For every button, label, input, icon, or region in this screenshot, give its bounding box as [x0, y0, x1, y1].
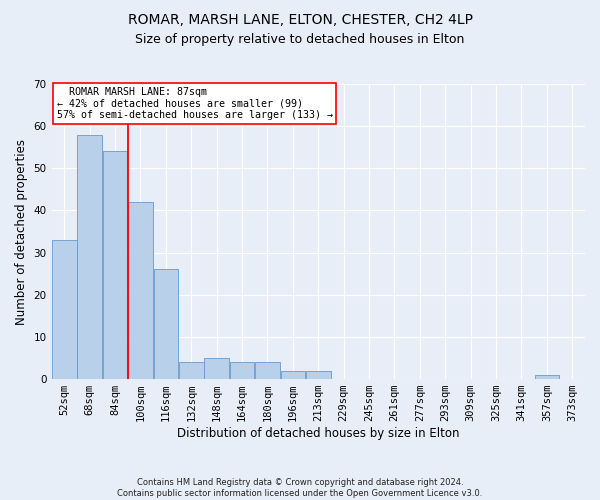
- Bar: [179, 362, 203, 379]
- Text: Contains HM Land Registry data © Crown copyright and database right 2024.
Contai: Contains HM Land Registry data © Crown c…: [118, 478, 482, 498]
- Bar: [205, 358, 229, 379]
- Bar: [255, 362, 280, 379]
- Y-axis label: Number of detached properties: Number of detached properties: [15, 138, 28, 324]
- Bar: [154, 270, 178, 379]
- Bar: [230, 362, 254, 379]
- Text: ROMAR, MARSH LANE, ELTON, CHESTER, CH2 4LP: ROMAR, MARSH LANE, ELTON, CHESTER, CH2 4…: [128, 12, 473, 26]
- Bar: [306, 370, 331, 379]
- Bar: [535, 375, 559, 379]
- Bar: [103, 152, 127, 379]
- X-axis label: Distribution of detached houses by size in Elton: Distribution of detached houses by size …: [177, 427, 460, 440]
- Bar: [281, 370, 305, 379]
- Bar: [77, 134, 102, 379]
- Text: Size of property relative to detached houses in Elton: Size of property relative to detached ho…: [136, 32, 464, 46]
- Text: ROMAR MARSH LANE: 87sqm  
← 42% of detached houses are smaller (99)
57% of semi-: ROMAR MARSH LANE: 87sqm ← 42% of detache…: [57, 87, 333, 120]
- Bar: [128, 202, 153, 379]
- Bar: [52, 240, 77, 379]
